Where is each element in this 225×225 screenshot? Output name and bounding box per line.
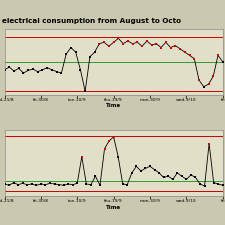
X-axis label: Time: Time xyxy=(106,205,121,210)
X-axis label: Time: Time xyxy=(106,104,121,108)
Text: electrical consumption from August to Octo: electrical consumption from August to Oc… xyxy=(2,18,181,24)
